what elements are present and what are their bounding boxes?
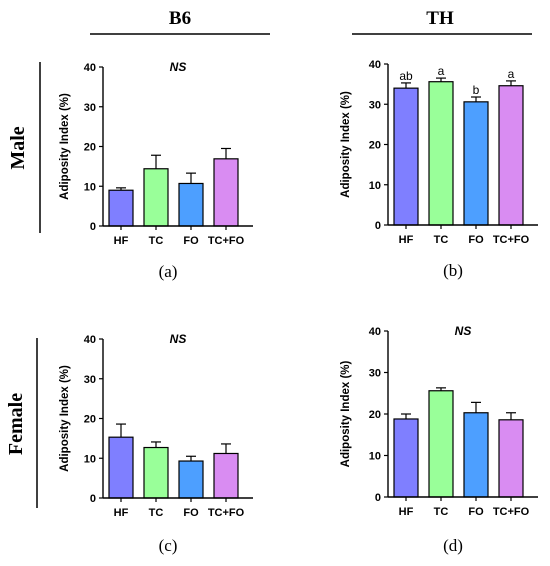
sig-letter-b-1: a [438,64,445,78]
bar-a-1 [143,168,169,227]
ns-annotation-d: NS [455,324,472,338]
header-b6: B6 [169,8,191,29]
y-tick-label-b-1: 10 [369,180,381,192]
x-tick-label-c-3: TC+FO [208,507,245,519]
x-tick-label-d-1: TC [434,506,449,518]
x-tick-label-a-2: FO [183,235,199,247]
y-axis-label-a: Adiposity Index (%) [59,93,71,200]
y-tick-label-c-0: 0 [90,493,96,505]
y-axis-label-c: Adiposity Index (%) [59,365,71,472]
y-tick-label-c-3: 30 [84,374,96,386]
y-tick-label-b-0: 0 [375,220,381,232]
y-tick-label-d-1: 10 [369,451,381,463]
bar-b-1 [428,81,454,226]
y-tick-label-a-2: 20 [84,142,96,154]
x-tick-label-d-3: TC+FO [493,506,530,518]
y-tick-label-b-3: 30 [369,99,381,111]
bar-c-1 [143,446,169,499]
y-tick-label-c-2: 20 [84,414,96,426]
panel-label-a: (a) [159,262,178,281]
y-axis-label-b: Adiposity Index (%) [340,91,352,198]
x-tick-label-b-3: TC+FO [493,234,530,246]
bar-b-2 [463,101,489,226]
sig-letter-b-2: b [473,83,480,97]
y-tick-label-c-4: 40 [84,334,96,346]
ns-annotation-c: NS [170,332,187,346]
panel-c: HF TC FO TC+FO 0 10 20 30 40 Adiposity Index (%) N… [59,332,253,555]
x-tick-label-a-0: HF [114,235,129,247]
y-tick-label-d-4: 40 [369,326,381,338]
bar-b-0 [393,87,419,226]
bar-d-3 [498,419,524,498]
header-th: TH [426,8,454,29]
y-tick-label-a-3: 30 [84,102,96,114]
panel-a: HF TC FO TC+FO 0 10 20 30 40 Adiposity Index (%) N… [59,60,253,281]
y-tick-label-d-3: 30 [369,368,381,380]
sig-letter-b-0: ab [399,69,413,83]
bar-b-3 [498,85,524,226]
x-tick-label-a-3: TC+FO [208,235,245,247]
bar-c-0 [108,436,134,499]
y-tick-label-a-1: 10 [84,181,96,193]
panel-b: HF ab TC a FO b TC+FO a 0 10 20 30 40 Adiposity Index… [340,59,538,280]
bar-a-0 [108,189,134,227]
y-tick-label-c-1: 10 [84,453,96,465]
x-tick-label-c-2: FO [183,507,199,519]
y-tick-label-a-0: 0 [90,221,96,233]
x-tick-label-b-2: FO [468,234,484,246]
y-axis-label-d: Adiposity Index (%) [340,360,352,467]
bar-c-2 [178,460,204,499]
panel-label-d: (d) [443,536,463,555]
row-label-male: Male [7,126,29,169]
x-tick-label-a-1: TC [149,235,164,247]
sig-letter-b-3: a [508,67,515,81]
bar-a-2 [178,182,204,227]
x-tick-label-b-1: TC [434,234,449,246]
bar-a-3 [213,158,239,227]
y-tick-label-b-2: 20 [369,140,381,152]
panel-d: HF TC FO TC+FO 0 10 20 30 40 Adiposity Index (%) N… [340,324,538,555]
y-tick-label-a-4: 40 [84,62,96,74]
y-tick-label-d-0: 0 [375,492,381,504]
bar-c-3 [213,452,239,499]
panel-label-b: (b) [443,261,463,280]
x-tick-label-d-0: HF [399,506,414,518]
ns-annotation-a: NS [170,60,187,74]
panel-label-c: (c) [159,536,178,555]
y-tick-label-d-2: 20 [369,409,381,421]
bar-d-1 [428,390,454,498]
x-tick-label-c-0: HF [114,507,129,519]
y-tick-label-b-4: 40 [369,59,381,71]
x-tick-label-c-1: TC [149,507,164,519]
bar-d-2 [463,412,489,498]
row-label-female: Female [5,393,27,455]
bar-d-0 [393,418,419,498]
x-tick-label-b-0: HF [399,234,414,246]
x-tick-label-d-2: FO [468,506,484,518]
